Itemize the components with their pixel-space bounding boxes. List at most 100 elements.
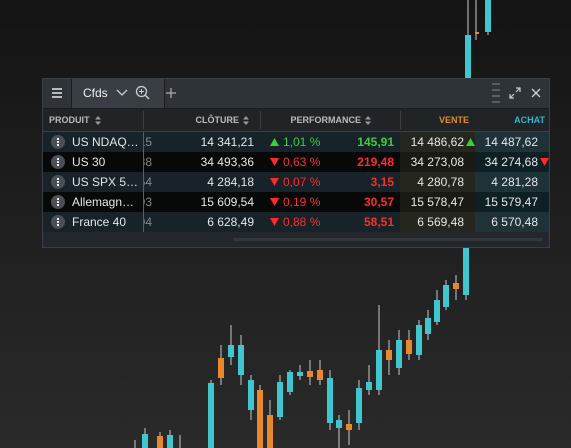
menu-dot: [57, 198, 59, 200]
add-tab[interactable]: [165, 87, 177, 99]
buy-tick: [540, 158, 549, 166]
quote-row[interactable]: US 30 38 34 493,36 0,63 % 219,48 34 273,08 34 …: [43, 152, 549, 172]
product-name: US SPX 5…: [72, 175, 139, 189]
menu-dot: [57, 204, 59, 206]
sell-price: 14 486,62: [410, 135, 464, 149]
performance-arrow: [270, 198, 279, 206]
buy-column-bg: [475, 212, 549, 232]
menu-button[interactable]: [51, 87, 63, 99]
menu-dot: [57, 161, 59, 163]
buy-column-bg: [475, 132, 549, 152]
performance-percent: 0,63 %: [283, 155, 321, 169]
column-header[interactable]: CLÔTURE: [195, 115, 240, 125]
product-name: France 40: [72, 215, 127, 229]
sell-price: 4 280,78: [417, 175, 464, 189]
sort-icon[interactable]: [365, 116, 371, 125]
scrollbar[interactable]: [233, 238, 543, 241]
close-button[interactable]: [531, 88, 541, 98]
column-divider: [400, 111, 401, 129]
close-price: 15 609,54: [200, 195, 254, 209]
sell-column-bg: [400, 172, 475, 192]
performance-value: 58,51: [363, 215, 394, 229]
sell-price: 34 273,08: [410, 155, 464, 169]
quote-row[interactable]: France 40 94 6 628,49 0,88 % 58,51 6 569,48 6 …: [43, 212, 549, 232]
scroll-area: [43, 232, 549, 247]
quotes-widget: Cfds US NDAQ… 15 14 341,21 1,01 % 145,91 14 4…: [42, 78, 550, 248]
buy-price: 14 487,62: [484, 135, 538, 149]
buy-column-bg: [475, 192, 549, 212]
performance-percent: 1,01 %: [283, 135, 321, 149]
sell-column-bg: [400, 132, 475, 152]
performance-percent: 0,19 %: [283, 195, 321, 209]
column-divider: [260, 111, 261, 129]
drag-handle[interactable]: [491, 82, 501, 106]
sell-price: 15 578,47: [410, 195, 464, 209]
quote-row[interactable]: US NDAQ… 15 14 341,21 1,01 % 145,91 14 486,62…: [43, 132, 549, 152]
buy-price: 6 570,48: [491, 215, 538, 229]
performance-value: 219,48: [357, 155, 394, 169]
buy-price: 4 281,28: [491, 175, 538, 189]
performance-arrow: [270, 158, 279, 166]
sell-price: 6 569,48: [417, 215, 464, 229]
column-divider: [143, 132, 144, 152]
tab[interactable]: Cfds: [71, 79, 165, 108]
column-header[interactable]: ACHAT: [514, 115, 545, 125]
buy-price: 15 579,47: [484, 195, 538, 209]
close-price: 14 341,21: [200, 135, 254, 149]
row-menu[interactable]: [51, 135, 65, 149]
performance-arrow: [270, 138, 279, 146]
column-divider: [143, 192, 144, 212]
menu-dot: [57, 221, 59, 223]
tab-dropdown[interactable]: [116, 89, 128, 97]
column-divider: [143, 111, 144, 129]
close-price: 6 628,49: [207, 215, 254, 229]
quote-row[interactable]: Allemagn… 93 15 609,54 0,19 % 30,57 15 578,47…: [43, 192, 549, 212]
row-menu[interactable]: [51, 195, 65, 209]
performance-percent: 0,07 %: [283, 175, 321, 189]
sell-column-bg: [400, 152, 475, 172]
menu-dot: [57, 218, 59, 220]
tab-label: Cfds: [83, 86, 108, 100]
buy-column-bg: [475, 172, 549, 192]
sort-icon[interactable]: [95, 116, 101, 125]
buy-column-bg: [475, 152, 549, 172]
sort-icon[interactable]: [243, 116, 249, 125]
performance-arrow: [270, 178, 279, 186]
clipped-column: 93: [144, 195, 152, 209]
menu-dot: [57, 138, 59, 140]
column-header[interactable]: PERFORMANCE: [290, 115, 361, 125]
product-name: Allemagn…: [72, 195, 135, 209]
expand-button[interactable]: [509, 87, 521, 99]
column-divider: [143, 212, 144, 232]
clipped-column: 15: [144, 135, 152, 149]
product-name: US NDAQ…: [72, 135, 139, 149]
menu-dot: [57, 164, 59, 166]
menu-dot: [57, 224, 59, 226]
toolbar: Cfds: [43, 79, 549, 109]
menu-dot: [57, 201, 59, 203]
row-menu[interactable]: [51, 155, 65, 169]
close-price: 34 493,36: [200, 155, 254, 169]
row-menu[interactable]: [51, 215, 65, 229]
zoom-icon[interactable]: [135, 85, 151, 101]
row-menu[interactable]: [51, 175, 65, 189]
sell-column-bg: [400, 192, 475, 212]
column-header[interactable]: VENTE: [438, 115, 469, 125]
menu-dot: [57, 141, 59, 143]
menu-dot: [57, 144, 59, 146]
close-price: 4 284,18: [207, 175, 254, 189]
menu-dot: [57, 178, 59, 180]
header-row: [43, 109, 549, 132]
column-divider: [143, 172, 144, 192]
buy-price: 34 274,68: [484, 155, 538, 169]
sell-tick: [466, 138, 475, 146]
menu-dot: [57, 181, 59, 183]
menu-dot: [57, 184, 59, 186]
sell-column-bg: [400, 212, 475, 232]
column-divider: [143, 152, 144, 172]
quote-row[interactable]: US SPX 5… 54 4 284,18 0,07 % 3,15 4 280,78 4 2…: [43, 172, 549, 192]
column-header[interactable]: PRODUIT: [49, 115, 90, 125]
table-body: US NDAQ… 15 14 341,21 1,01 % 145,91 14 486,62…: [43, 132, 549, 232]
